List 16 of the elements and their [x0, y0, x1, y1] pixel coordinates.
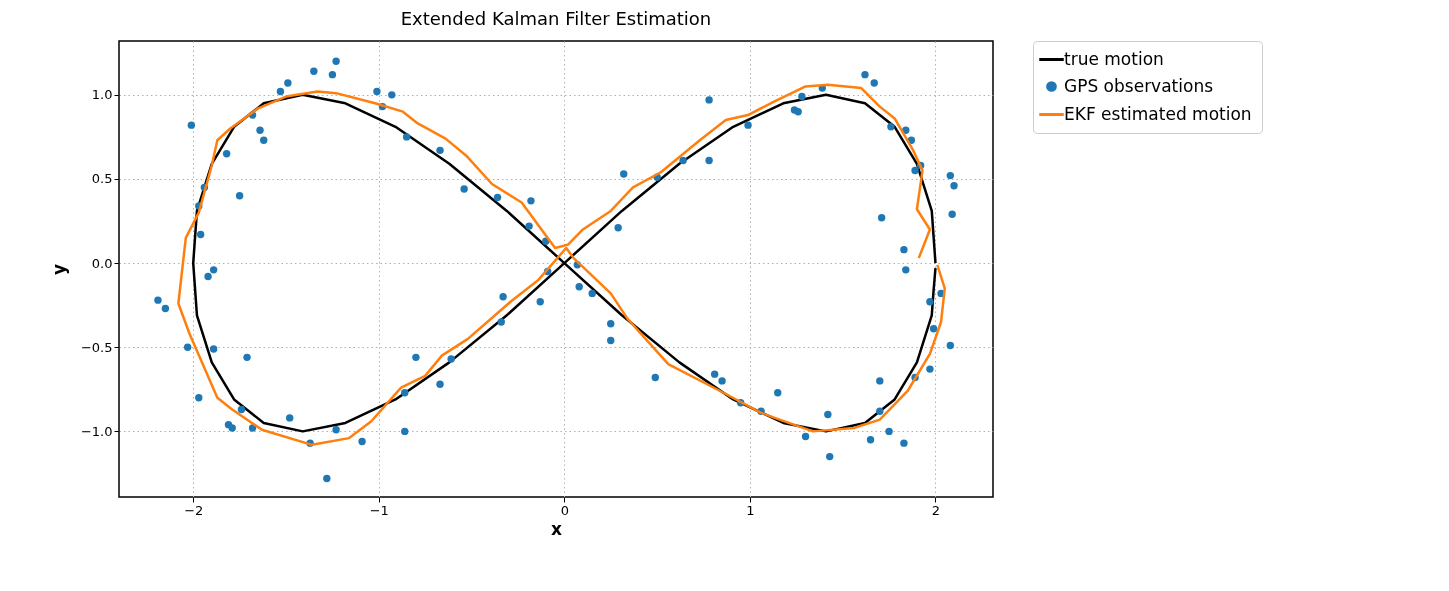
- x-tick-label: 1: [746, 502, 755, 518]
- legend-label: GPS observations: [1064, 75, 1214, 96]
- x-tick-label: 0: [560, 502, 569, 518]
- y-tick-label: −1.0: [80, 423, 113, 439]
- legend-label: EKF estimated motion: [1064, 103, 1252, 124]
- x-axis-title: x: [551, 518, 563, 539]
- x-tick-label: 2: [931, 502, 941, 518]
- legend-label: true motion: [1064, 48, 1164, 69]
- y-tick-label: 1.0: [91, 87, 113, 103]
- chart-title: Extended Kalman Filter Estimation: [400, 7, 712, 29]
- y-axis-title: y: [48, 263, 69, 276]
- x-tick-label: −1: [369, 502, 389, 518]
- y-tick-label: 0.0: [91, 255, 113, 271]
- y-tick-label: −0.5: [80, 339, 113, 355]
- y-tick-label: 0.5: [91, 171, 113, 187]
- x-tick-label: −2: [184, 502, 204, 518]
